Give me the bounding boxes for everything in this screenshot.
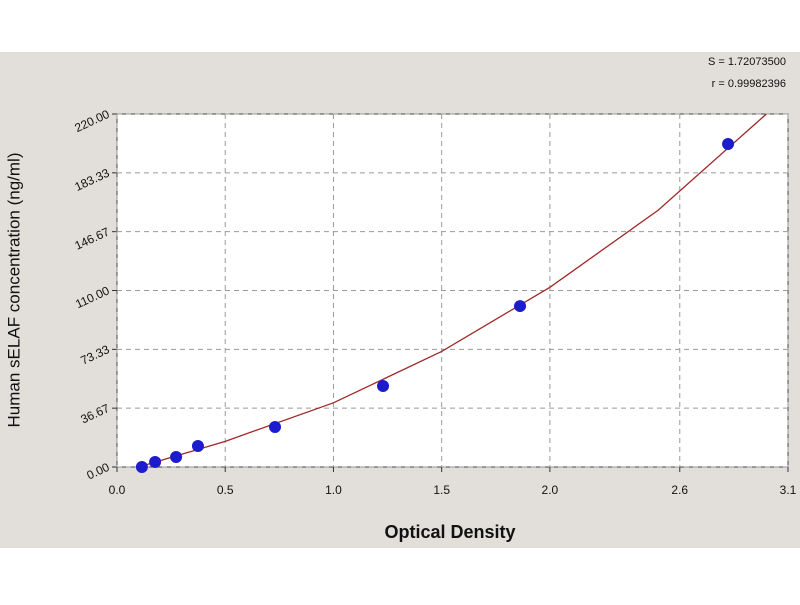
data-point xyxy=(514,300,527,313)
data-point xyxy=(722,138,735,151)
x-tick-label: 1.0 xyxy=(325,483,342,497)
x-axis-label: Optical Density xyxy=(384,522,515,542)
data-point xyxy=(269,421,282,434)
data-point xyxy=(191,439,204,452)
annotation: r = 0.99982396 xyxy=(712,78,786,90)
data-point xyxy=(135,461,148,473)
data-point xyxy=(377,379,390,392)
fit-curve xyxy=(138,113,767,468)
x-tick-label: 0.5 xyxy=(217,483,234,497)
x-tick-label: 2.6 xyxy=(671,483,688,497)
x-tick-label: 1.5 xyxy=(433,483,450,497)
x-tick-label: 3.1 xyxy=(780,483,797,497)
data-point xyxy=(170,451,183,464)
x-tick-label: 2.0 xyxy=(542,483,559,497)
annotation: S = 1.72073500 xyxy=(708,56,786,68)
x-tick-label: 0.0 xyxy=(109,483,126,497)
data-point xyxy=(149,456,162,469)
y-axis-label: Human sELAF concentration (ng/ml) xyxy=(4,153,23,428)
